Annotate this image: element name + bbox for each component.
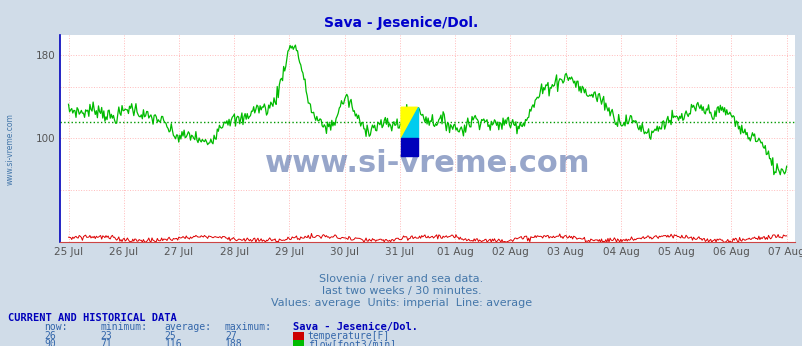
Text: 71: 71 [100,339,112,346]
Text: temperature[F]: temperature[F] [307,331,389,340]
Text: 188: 188 [225,339,242,346]
Text: 26: 26 [44,331,56,340]
Text: Sava - Jesenice/Dol.: Sava - Jesenice/Dol. [293,322,418,332]
Polygon shape [400,107,417,138]
Text: CURRENT AND HISTORICAL DATA: CURRENT AND HISTORICAL DATA [8,313,176,322]
Text: www.si-vreme.com: www.si-vreme.com [265,149,589,178]
Text: maximum:: maximum: [225,322,272,332]
Text: Values: average  Units: imperial  Line: average: Values: average Units: imperial Line: av… [270,298,532,308]
Text: 25: 25 [164,331,176,340]
Text: www.si-vreme.com: www.si-vreme.com [6,113,15,185]
Text: Slovenia / river and sea data.: Slovenia / river and sea data. [319,274,483,283]
Text: now:: now: [44,322,67,332]
Polygon shape [400,107,417,138]
Text: 27: 27 [225,331,237,340]
Text: average:: average: [164,322,212,332]
Text: 23: 23 [100,331,112,340]
Text: 116: 116 [164,339,182,346]
Text: flow[foot3/min]: flow[foot3/min] [307,339,395,346]
Text: Sava - Jesenice/Dol.: Sava - Jesenice/Dol. [324,16,478,29]
Text: minimum:: minimum: [100,322,148,332]
Bar [400,138,417,156]
Text: last two weeks / 30 minutes.: last two weeks / 30 minutes. [322,286,480,295]
Text: 90: 90 [44,339,56,346]
